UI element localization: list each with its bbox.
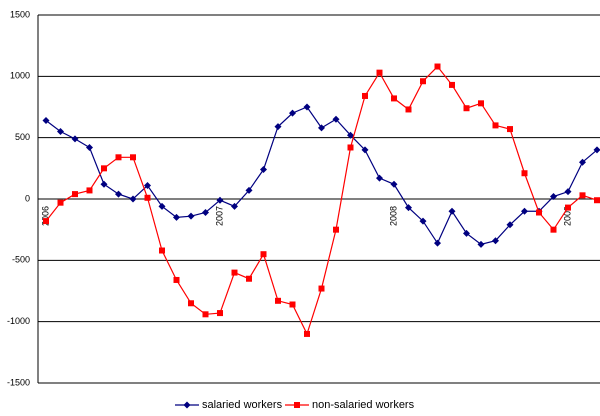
data-point [332,115,340,123]
x-tick-label: 2007 [214,206,224,226]
x-tick-label: 2009 [562,206,572,226]
data-point [115,190,122,198]
data-point [100,180,108,188]
data-point [507,126,513,133]
data-point [333,226,339,233]
data-point [405,204,412,212]
x-tick-label: 2006 [40,206,50,226]
data-point [115,154,122,161]
data-point [231,202,238,210]
data-point [564,188,572,196]
data-point [463,229,470,237]
data-point [129,195,137,203]
y-tick-label: 0 [25,193,30,203]
data-point [361,146,369,154]
data-point [246,275,252,282]
data-point [173,276,180,283]
data-point [579,158,586,166]
data-point [390,180,398,188]
data-point [434,63,441,70]
data-point [448,207,456,215]
data-point [42,116,50,124]
data-point [144,194,151,201]
data-point [72,191,78,198]
data-point [391,95,397,102]
legend-label: non-salaried workers [312,399,415,411]
data-point [57,199,64,206]
y-tick-label: 1500 [10,9,30,19]
data-point [231,269,238,276]
data-point [217,310,223,317]
data-point [173,213,180,221]
data-point [144,182,151,190]
data-point [86,187,93,194]
data-point [579,192,586,199]
data-point [478,100,484,107]
data-point [420,78,426,85]
data-point [521,170,528,177]
y-tick-label: -1500 [7,377,30,387]
data-point [594,197,600,204]
data-point [550,226,557,233]
data-point [362,92,368,99]
data-point [86,143,93,151]
data-point [289,109,296,117]
x-tick-label: 2008 [388,206,398,226]
data-point [347,144,354,151]
data-point [245,186,253,194]
data-point [593,146,600,154]
legend-label: salaried workers [202,399,283,411]
data-point [275,297,281,304]
data-point [71,135,79,143]
data-point [492,122,499,129]
data-point [565,204,571,211]
data-point [463,105,470,112]
data-point [159,247,165,254]
data-point [57,128,64,136]
data-point [376,69,383,76]
data-point [289,301,296,308]
data-point [274,123,282,131]
data-point [187,212,195,220]
data-point [43,218,49,225]
data-point [260,251,267,258]
data-point [260,166,267,174]
data-point [449,81,455,88]
data-point [318,124,325,132]
y-tick-label: 1000 [10,71,30,81]
data-point [347,131,354,139]
data-point [376,174,383,182]
data-point [536,209,542,216]
data-point [101,165,107,172]
data-point [216,196,224,204]
data-point [318,285,325,292]
data-point [492,237,499,245]
data-point [405,106,412,113]
data-point [202,208,209,216]
data-point [130,154,136,161]
data-point [419,217,427,225]
data-point [304,330,310,337]
data-point [303,103,311,111]
data-point [183,401,191,409]
data-point [434,239,441,247]
data-point [202,311,209,318]
y-tick-label: 500 [15,132,30,142]
data-point [158,202,166,210]
y-tick-label: -500 [12,255,30,265]
data-point [521,207,528,215]
y-tick-label: -1000 [7,316,30,326]
data-point [506,221,514,229]
data-point [188,300,194,307]
data-point [550,193,557,201]
data-point [294,402,300,408]
data-point [477,240,485,248]
